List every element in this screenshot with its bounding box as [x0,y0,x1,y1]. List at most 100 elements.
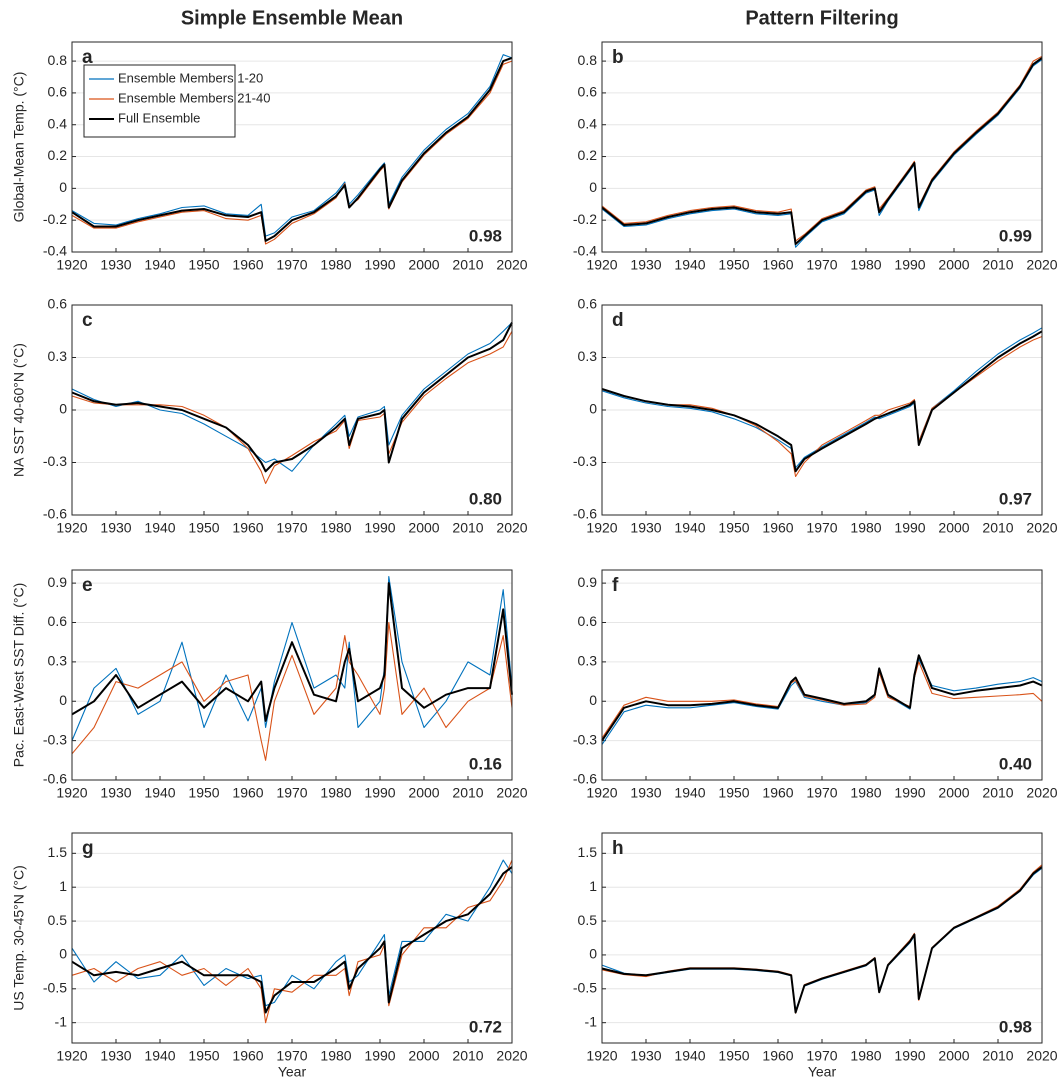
x-tick-label: 2020 [496,1048,527,1064]
x-tick-label: 1990 [364,257,395,273]
x-tick-label: 1990 [894,785,925,801]
series-line [601,327,1043,469]
x-tick-label: 1940 [144,520,175,536]
x-tick-label: 2010 [452,257,483,273]
x-tick-label: 1920 [586,520,617,536]
panel-label: f [612,575,619,596]
y-tick-label: -0.3 [43,453,67,469]
x-tick-label: 1970 [806,785,837,801]
legend-box [83,64,236,138]
x-tick-label: 2000 [938,520,969,536]
plot-frame [71,41,513,253]
y-axis-label: Global-Mean Temp. (°C) [11,72,27,223]
y-tick-label: 0.6 [48,296,68,312]
series-line [601,57,1043,245]
x-tick-label: 1950 [188,785,219,801]
y-tick-label: -1 [55,1013,68,1029]
x-tick-label: 2010 [982,785,1013,801]
x-tick-label: 2020 [1026,785,1057,801]
x-tick-label: 1960 [232,785,263,801]
x-tick-label: 1950 [188,520,219,536]
x-tick-label: 2020 [1026,520,1057,536]
x-tick-label: 1970 [806,520,837,536]
plot-frame [71,304,513,516]
annotation: 0.16 [469,754,502,773]
x-axis-label: Year [278,1064,307,1080]
x-tick-label: 1920 [56,520,87,536]
x-tick-label: 1990 [364,520,395,536]
series-line [71,582,513,722]
panel-label: g [82,838,94,859]
y-tick-label: -0.6 [573,771,597,787]
y-tick-label: 0.5 [578,912,598,928]
x-tick-label: 2010 [982,257,1013,273]
y-tick-label: -0.6 [573,506,597,522]
y-tick-label: 0.3 [48,348,68,364]
y-tick-label: 0.4 [48,115,68,131]
x-tick-label: 1970 [276,1048,307,1064]
legend-label: Full Ensemble [118,110,200,125]
x-axis-label: Year [808,1064,837,1080]
x-tick-label: 1990 [894,1048,925,1064]
x-tick-label: 2020 [1026,257,1057,273]
y-tick-label: 0.4 [578,115,598,131]
y-tick-label: 0.3 [48,653,68,669]
y-tick-label: 0 [589,401,597,417]
plot-frame [601,832,1043,1044]
x-tick-label: 1970 [276,257,307,273]
y-tick-label: 0.9 [48,574,68,590]
y-tick-label: 0.2 [48,147,68,163]
y-tick-label: 0.6 [578,613,598,629]
x-tick-label: 1980 [850,257,881,273]
y-tick-label: -0.2 [573,211,597,227]
x-tick-label: 1990 [364,1048,395,1064]
y-tick-label: 0.6 [578,84,598,100]
series-line [71,60,513,245]
x-tick-label: 1950 [718,257,749,273]
y-tick-label: 0 [59,401,67,417]
series-line [601,330,1043,473]
panel-label: a [82,47,93,68]
annotation: 0.98 [999,1017,1032,1036]
annotation: 0.97 [999,489,1032,508]
x-tick-label: 2000 [408,520,439,536]
series-line [601,55,1043,242]
x-tick-label: 2010 [982,1048,1013,1064]
plot-frame [601,304,1043,516]
x-tick-label: 1960 [232,1048,263,1064]
x-tick-label: 2020 [496,520,527,536]
x-tick-label: 1940 [674,785,705,801]
x-tick-label: 1960 [762,785,793,801]
y-tick-label: -1 [585,1013,598,1029]
x-tick-label: 1930 [630,257,661,273]
series-line [601,661,1043,739]
x-tick-label: 1930 [630,1048,661,1064]
y-tick-label: 1.5 [578,844,598,860]
x-tick-label: 2010 [452,785,483,801]
x-tick-label: 1930 [100,257,131,273]
y-tick-label: -0.2 [43,211,67,227]
y-tick-label: 0.6 [48,613,68,629]
y-tick-label: 0 [59,179,67,195]
y-tick-label: 1 [59,878,67,894]
x-tick-label: 1950 [188,1048,219,1064]
y-tick-label: 0 [589,946,597,962]
x-tick-label: 1980 [320,1048,351,1064]
series-line [71,54,513,237]
series-line [71,56,513,242]
annotation: 0.72 [469,1017,502,1036]
x-tick-label: 1960 [762,520,793,536]
panel-label: d [612,310,624,331]
x-tick-label: 1960 [232,520,263,536]
x-tick-label: 1960 [232,257,263,273]
y-tick-label: 0.8 [578,52,598,68]
y-tick-label: -0.5 [43,980,67,996]
y-tick-label: 0 [589,179,597,195]
annotation: 0.99 [999,226,1032,245]
x-tick-label: 1930 [100,520,131,536]
annotation: 0.40 [999,754,1032,773]
x-tick-label: 2010 [452,1048,483,1064]
plot-frame [601,41,1043,253]
x-tick-label: 1970 [806,1048,837,1064]
